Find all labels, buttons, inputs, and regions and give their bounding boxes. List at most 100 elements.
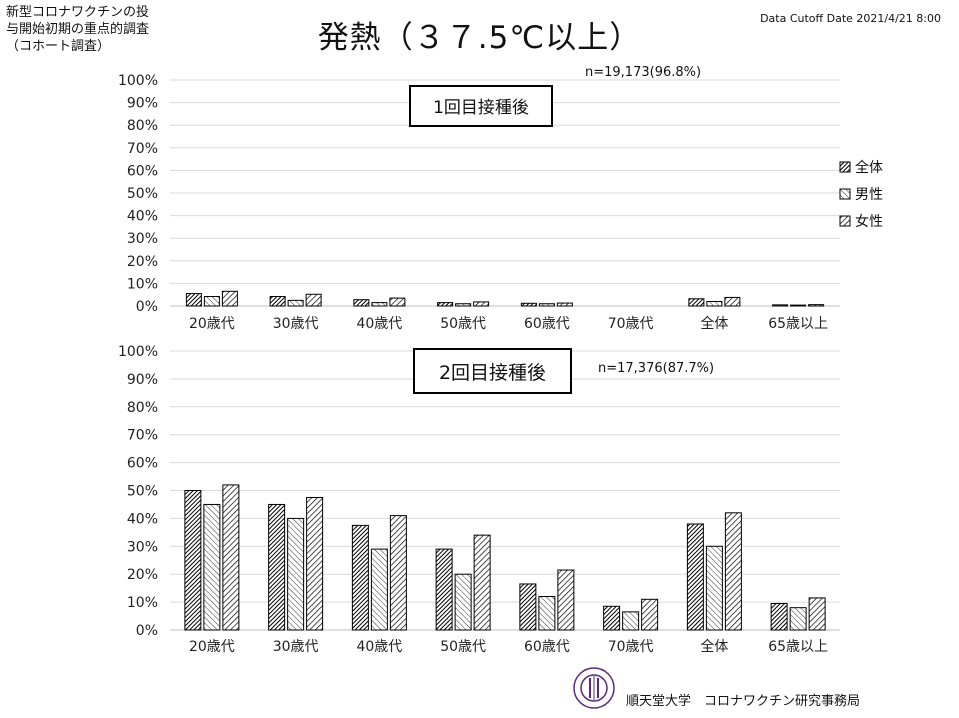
y-tick-label: 50%	[127, 484, 158, 500]
bar-3	[389, 515, 407, 631]
x-tick-label: 全体	[700, 315, 728, 332]
bar-3	[305, 293, 322, 307]
bar-1	[185, 293, 202, 307]
y-tick-label: 90%	[127, 372, 158, 388]
sample-size-annotation: n=19,173(96.8%)	[585, 65, 701, 80]
bar-1	[603, 605, 621, 631]
bar-3	[389, 297, 406, 307]
bar-3	[306, 496, 324, 631]
page-title: 発熱（３７.5℃以上）	[317, 20, 642, 56]
bar-2	[538, 303, 555, 307]
bar-3	[641, 598, 659, 631]
x-tick-label: 50歳代	[440, 316, 486, 332]
bar-1	[435, 548, 453, 631]
bar-2	[706, 300, 723, 307]
y-tick-label: 10%	[127, 595, 158, 611]
bar-2	[538, 596, 556, 631]
x-tick-label: 60歳代	[524, 316, 570, 332]
bar-2	[287, 299, 304, 307]
y-tick-label: 0%	[136, 623, 158, 639]
legend-swatch	[839, 188, 851, 200]
bar-2	[203, 503, 221, 631]
bar-1	[770, 602, 788, 631]
bar-1	[437, 302, 454, 307]
bar-3	[724, 296, 741, 307]
survey-title: 新型コロナワクチンの投 与開始初期の重点的調査 （コホート調査）	[6, 5, 150, 54]
chart-title: 1回目接種後	[433, 98, 529, 118]
x-tick-label: 65歳以上	[768, 316, 828, 332]
chart-title-box	[409, 85, 553, 127]
y-tick-label: 50%	[127, 186, 158, 202]
bar-1	[519, 583, 537, 631]
footer-organization: 順天堂大学 コロナワクチン研究事務局	[626, 694, 861, 709]
y-tick-label: 40%	[127, 209, 158, 225]
bar-1	[772, 304, 789, 307]
legend-label: 男性	[855, 187, 883, 203]
y-tick-label: 60%	[127, 163, 158, 179]
y-tick-label: 60%	[127, 456, 158, 472]
y-tick-label: 30%	[127, 231, 158, 247]
bar-1	[184, 490, 202, 631]
legend-label: 女性	[855, 213, 883, 230]
x-tick-label: 30歳代	[273, 316, 319, 332]
x-tick-label: 全体	[700, 638, 728, 655]
bar-3	[473, 301, 490, 307]
y-tick-label: 70%	[127, 141, 158, 157]
legend-swatch	[839, 215, 851, 227]
chart-title-box	[413, 348, 572, 394]
y-tick-label: 80%	[127, 400, 158, 416]
bar-2	[789, 607, 807, 631]
bar-2	[287, 517, 305, 631]
bar-3	[222, 484, 240, 631]
y-tick-label: 30%	[127, 539, 158, 555]
university-logo	[566, 664, 622, 718]
y-tick-label: 100%	[118, 73, 158, 89]
bar-2	[370, 548, 388, 631]
bar-3	[724, 512, 742, 631]
chart-panel-2: 0% 10% 20% 30% 40% 50% 60% 70% 80% 90% 100% 20歳代 30歳…	[118, 344, 840, 655]
y-tick-label: 20%	[127, 567, 158, 583]
data-cutoff-date: Data Cutoff Date 2021/4/21 8:00	[760, 12, 941, 25]
bar-1	[686, 523, 704, 631]
y-tick-label: 100%	[118, 344, 158, 360]
bar-3	[473, 534, 491, 631]
bar-2	[622, 611, 640, 631]
bar-1	[269, 296, 286, 307]
y-tick-label: 40%	[127, 511, 158, 527]
x-tick-label: 70歳代	[608, 639, 654, 655]
y-tick-label: 0%	[136, 299, 158, 315]
y-tick-label: 20%	[127, 254, 158, 270]
bar-3	[808, 597, 826, 631]
bar-1	[688, 298, 705, 307]
y-tick-label: 90%	[127, 96, 158, 112]
y-tick-label: 80%	[127, 118, 158, 134]
chart-panel-1: 0% 10% 20% 30% 40% 50% 60% 70% 80% 90% 100% 20歳代 30歳…	[118, 65, 883, 332]
x-tick-label: 60歳代	[524, 639, 570, 655]
bar-2	[203, 296, 220, 307]
x-tick-label: 20歳代	[189, 316, 235, 332]
bar-2	[454, 573, 472, 631]
bar-3	[557, 569, 575, 631]
x-tick-label: 50歳代	[440, 639, 486, 655]
legend-swatch	[839, 161, 851, 173]
y-tick-label: 10%	[127, 276, 158, 292]
x-tick-label: 70歳代	[608, 316, 654, 332]
chart-title: 2回目接種後	[439, 362, 546, 384]
bar-1	[268, 503, 286, 631]
bar-3	[808, 304, 825, 307]
x-tick-label: 30歳代	[273, 639, 319, 655]
x-tick-label: 40歳代	[356, 316, 402, 332]
bar-2	[790, 304, 807, 307]
bar-2	[455, 303, 472, 307]
bar-2	[371, 302, 388, 307]
x-tick-label: 20歳代	[189, 639, 235, 655]
bar-3	[221, 290, 238, 307]
bar-1	[351, 524, 369, 631]
bar-3	[556, 302, 573, 307]
x-tick-label: 65歳以上	[768, 639, 828, 655]
x-tick-label: 40歳代	[356, 639, 402, 655]
bar-1	[353, 299, 370, 307]
sample-size-annotation: n=17,376(87.7%)	[598, 361, 714, 376]
bar-2	[705, 545, 723, 631]
